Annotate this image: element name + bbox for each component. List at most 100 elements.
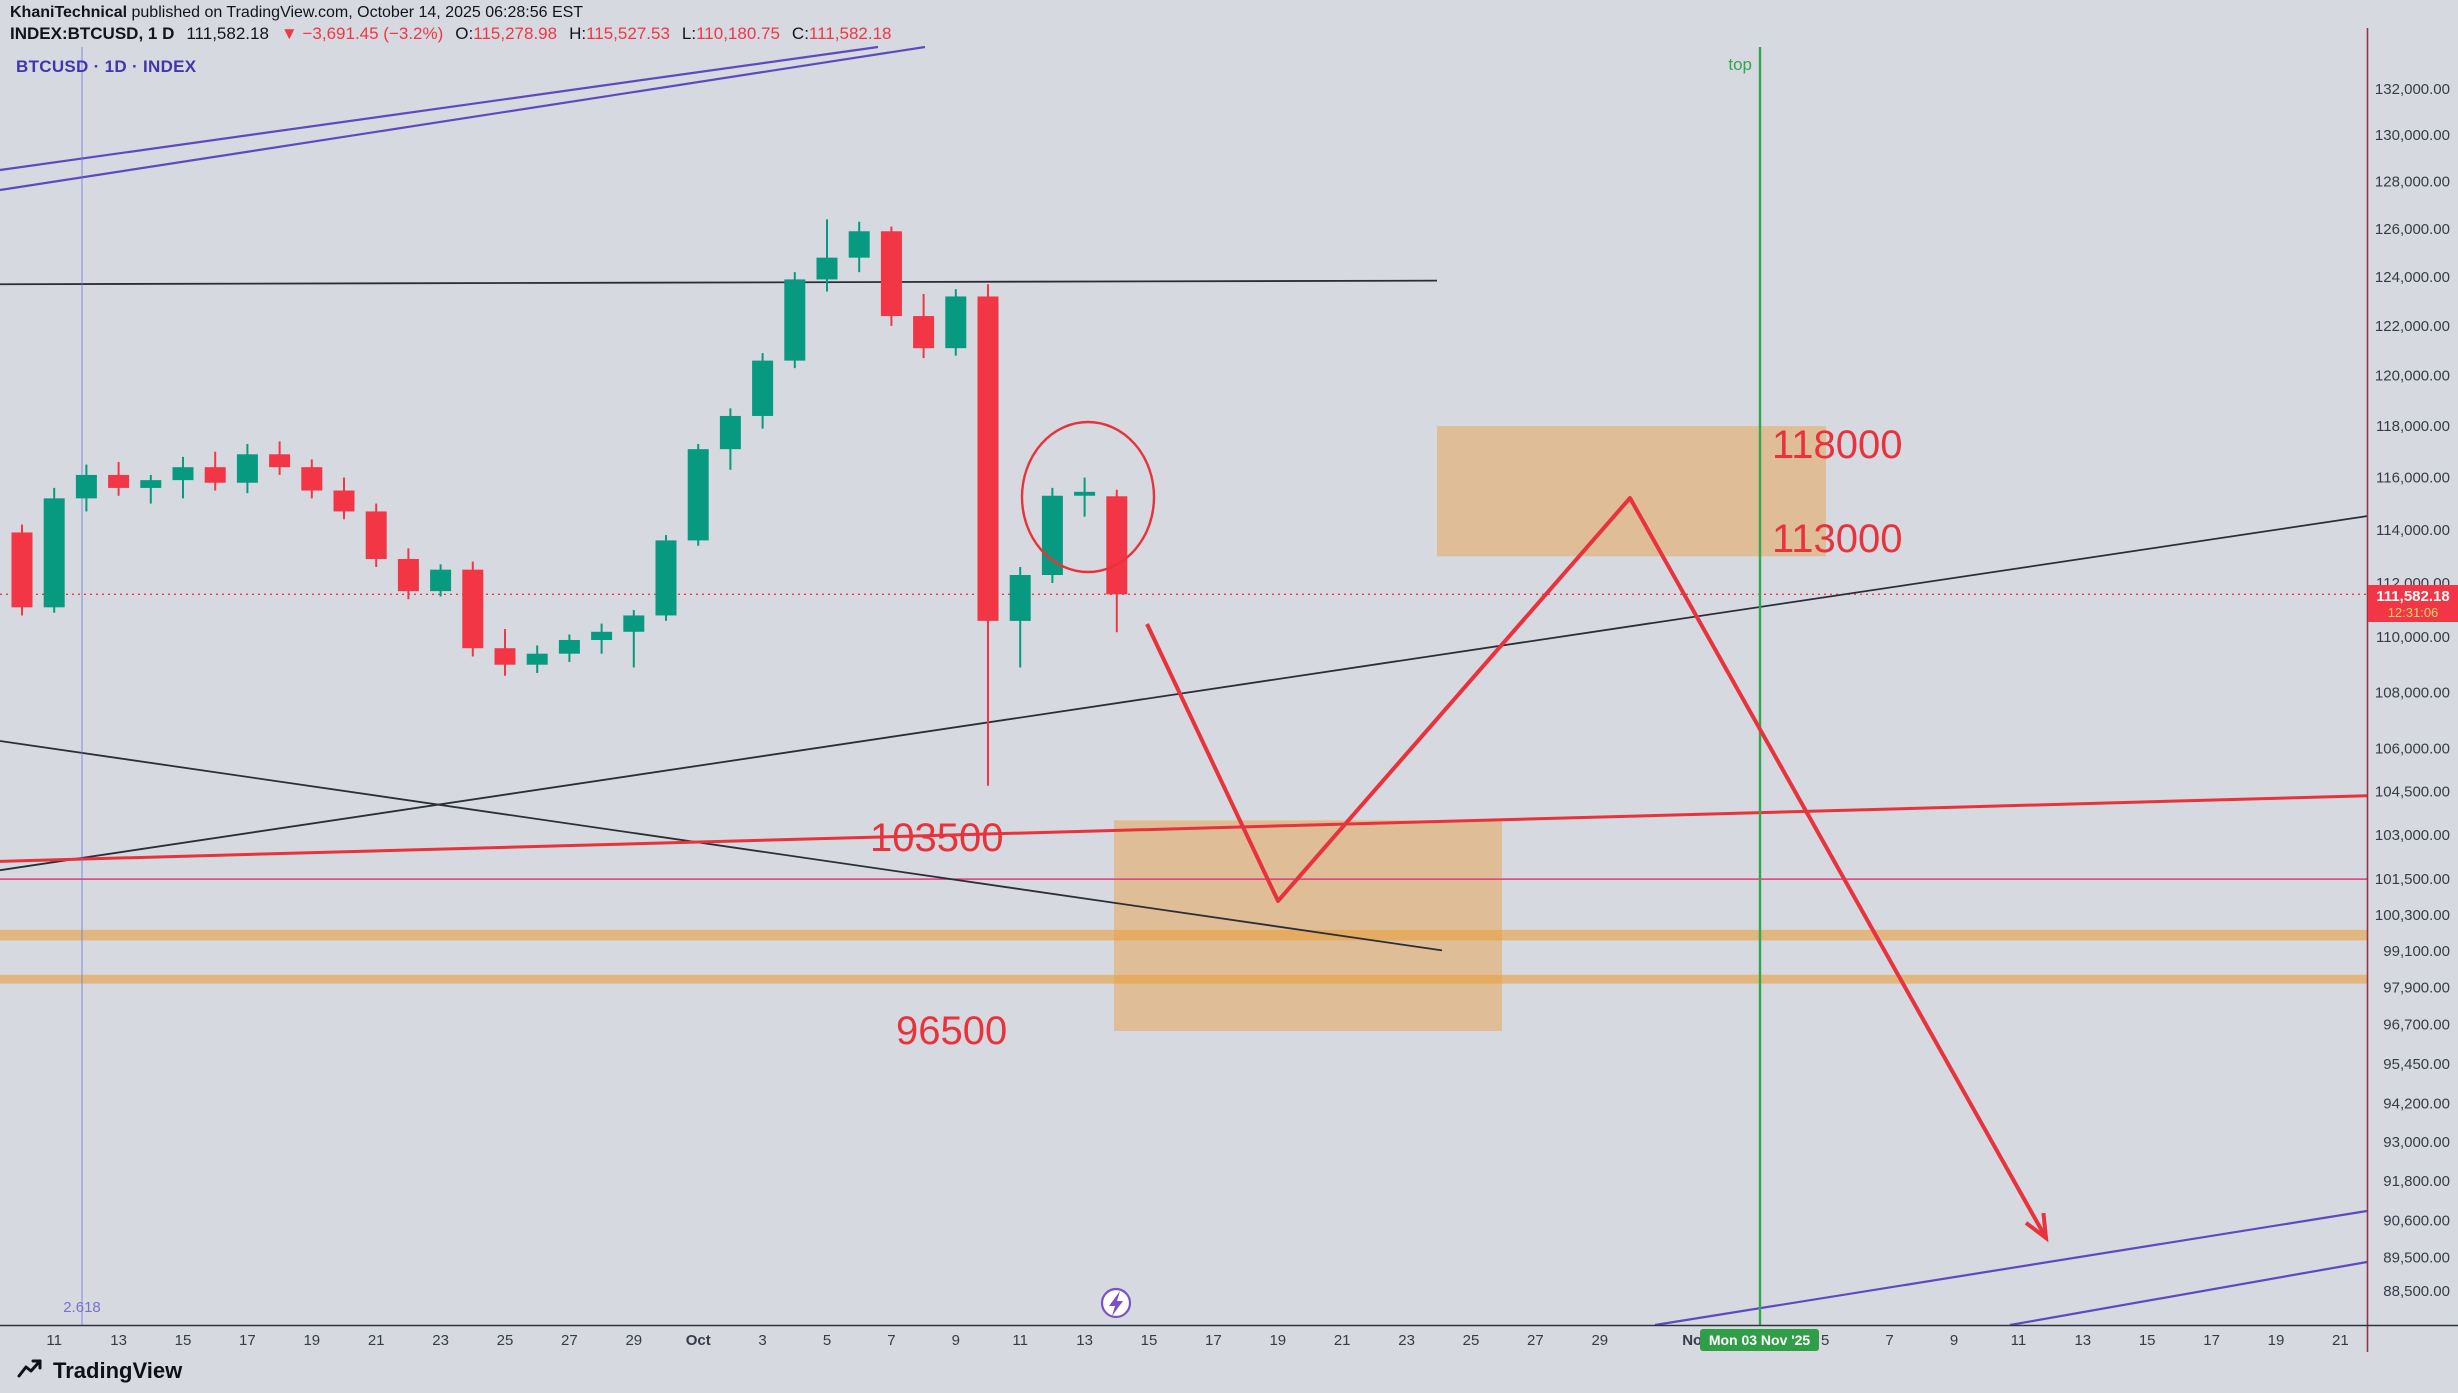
price-tick-label: 132,000.00 [2375,81,2450,98]
horizontal-band [0,929,2367,941]
candle-body [236,454,258,483]
time-tick-label: 21 [368,1332,385,1349]
date-badge-label: Mon 03 Nov '25 [1709,1332,1811,1348]
highlight-circle [1020,420,1156,574]
time-tick-label: 21 [1334,1332,1351,1349]
zone-price-label: 118000 [1772,423,1903,467]
price-tick-label: 97,900.00 [2383,980,2450,997]
trendline [0,515,2368,872]
candle-body [1009,575,1031,621]
candle-body [945,296,967,349]
purple-trendline [0,45,879,172]
time-tick-label: 23 [1398,1332,1415,1349]
price-tick-label: 120,000.00 [2375,368,2450,385]
candle-body [140,480,162,488]
tradingview-footer[interactable]: TradingView [16,1357,182,1385]
open-value: 115,278.98 [473,24,558,43]
time-tick-label: 15 [175,1332,192,1349]
low-label: L: [681,24,697,43]
time-tick-label: 29 [625,1332,642,1349]
candle-body [397,558,419,592]
candle-body [687,449,709,541]
time-tick-label: 9 [1950,1332,1958,1349]
candle-body [1074,491,1096,496]
ohlc-open: O:115,278.98 [455,24,557,44]
time-tick-label: 11 [1012,1332,1028,1349]
candle-body [655,540,677,616]
tradingview-brand-text: TradingView [53,1358,183,1383]
price-tick-label: 128,000.00 [2375,174,2450,191]
supply-demand-zone [1114,820,1502,1031]
horizontal-band [0,974,2367,984]
purple-trendline [0,45,926,192]
time-tick-label: 23 [432,1332,449,1349]
price-tick-label: 108,000.00 [2375,684,2450,701]
fib-level-label: 2.618 [63,1299,101,1316]
purple-trendline [1654,1209,2368,1327]
price-tick-label: 103,000.00 [2375,827,2450,844]
price-tick-label: 118,000.00 [2376,418,2450,435]
time-tick-label: 25 [1463,1332,1480,1349]
candle-body [623,615,645,632]
candle-body [301,467,323,491]
time-tick-label: 13 [2074,1332,2091,1349]
time-tick-label: 13 [1076,1332,1093,1349]
event-marker[interactable] [1100,1287,1132,1319]
byline: KhaniTechnical published on TradingView.… [10,4,583,22]
purple-trendline [2009,1260,2368,1327]
time-tick-label: 27 [561,1332,578,1349]
candle-body [719,415,741,450]
zone-price-label: 113000 [1772,517,1903,561]
time-tick-label: 17 [239,1332,256,1349]
time-axis[interactable]: 11 13 15 17 19 21 23 25 27 29 Oct 3 5 7 9 11 13 15 17 19 21 2… [46,1332,2348,1349]
price-tick-label: 126,000.00 [2375,221,2450,238]
price-tick-label: 114,000.00 [2376,522,2450,539]
candle-body [977,296,999,621]
price-tick-label: 122,000.00 [2375,318,2450,335]
candle-body [1106,496,1128,595]
candle-body [848,231,870,258]
lightning-bolt-icon [1109,1291,1123,1316]
time-tick-label: 15 [1141,1332,1158,1349]
price-tick-label: 100,300.00 [2375,907,2450,924]
supply-demand-zone [1437,426,1826,557]
time-tick-label: 21 [2332,1332,2349,1349]
price-tick-label: 88,500.00 [2383,1283,2450,1300]
symbol-name: INDEX:BTCUSD, 1 D [10,24,175,43]
zone-price-label: 96500 [896,1009,1007,1053]
top-annotation-label: top [1728,55,1752,74]
candle-body [75,474,97,499]
candle-body [11,532,33,608]
open-label: O: [455,24,474,43]
candle-body [172,467,194,481]
price-axis[interactable]: 132,000.00 130,000.00 128,000.00 126,000.00… [2375,81,2450,1300]
time-tick-label: 7 [887,1332,895,1349]
date-badge: Mon 03 Nov '25 [1700,1329,1819,1351]
candle-body [430,569,452,592]
time-tick-label: 17 [2203,1332,2220,1349]
ohlc-high: H:115,527.53 [569,24,670,44]
price-tick-label: 91,800.00 [2383,1173,2450,1190]
ohlc-low: L:110,180.75 [682,24,780,44]
time-tick-label: 15 [2139,1332,2156,1349]
last-price: 111,582.18 [186,24,269,43]
candle-body [462,569,484,649]
candle-body [591,631,613,640]
candle-body [752,360,774,416]
time-tick-label: 5 [823,1332,831,1349]
candle-body [333,490,355,512]
author-name: KhaniTechnical [10,4,128,21]
time-tick-label: 7 [1885,1332,1893,1349]
time-tick-label: 17 [1205,1332,1222,1349]
close-value: 111,582.18 [808,24,892,43]
time-tick-label: 19 [2268,1332,2285,1349]
time-tick-label: 13 [110,1332,127,1349]
price-tick-label: 101,500.00 [2375,871,2450,888]
candle-body [204,467,226,483]
tradingview-logo-icon [17,1359,42,1378]
time-tick-label: 5 [1821,1332,1829,1349]
candle-body [558,639,580,654]
